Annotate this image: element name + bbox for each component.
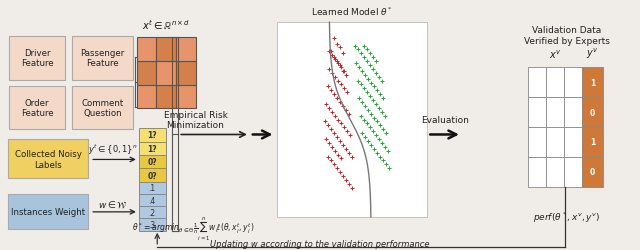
Text: Learned Model $\theta^*$: Learned Model $\theta^*$ — [310, 6, 392, 18]
Text: .4: .4 — [148, 196, 156, 205]
FancyBboxPatch shape — [9, 86, 65, 130]
Text: $y^t \in \{0,1\}^n$: $y^t \in \{0,1\}^n$ — [88, 142, 138, 156]
Bar — [582, 128, 604, 157]
Bar — [139, 182, 166, 194]
FancyBboxPatch shape — [72, 86, 133, 130]
Text: Empirical Risk
Minimization: Empirical Risk Minimization — [164, 110, 227, 130]
Text: 0: 0 — [590, 108, 595, 117]
Bar — [176, 85, 196, 109]
FancyBboxPatch shape — [8, 140, 88, 178]
Text: $x^v$: $x^v$ — [548, 48, 561, 60]
Text: .3: .3 — [148, 220, 156, 229]
Bar — [546, 68, 564, 98]
Bar — [582, 68, 604, 98]
Text: $\theta^* = argmin_{\theta \in \Theta} \frac{1}{n}\sum_{i=1}^{n} w_i \ell(\theta: $\theta^* = argmin_{\theta \in \Theta} \… — [132, 214, 255, 242]
Bar — [564, 98, 582, 128]
Text: 1?: 1? — [147, 144, 157, 153]
Bar — [156, 85, 176, 109]
Bar — [176, 38, 196, 62]
Text: 1?: 1? — [147, 131, 157, 140]
Bar — [139, 206, 166, 218]
Bar — [582, 157, 604, 187]
Text: $x^t \in \mathbb{R}^{n \times d}$: $x^t \in \mathbb{R}^{n \times d}$ — [142, 18, 190, 32]
Bar — [276, 23, 427, 217]
Text: .2: .2 — [148, 208, 156, 217]
Bar — [156, 62, 176, 85]
Bar — [176, 62, 196, 85]
Text: Passenger
Feature: Passenger Feature — [81, 49, 125, 68]
Text: Collected Noisy
Labels: Collected Noisy Labels — [15, 150, 82, 169]
Text: 1: 1 — [590, 78, 595, 87]
FancyBboxPatch shape — [72, 37, 133, 80]
Bar — [137, 62, 156, 85]
Bar — [528, 128, 546, 157]
Bar — [139, 156, 166, 169]
Bar — [139, 194, 166, 206]
Bar — [582, 98, 604, 128]
Text: $w \in \mathcal{W}$: $w \in \mathcal{W}$ — [99, 198, 128, 209]
Bar — [564, 68, 582, 98]
Bar — [528, 157, 546, 187]
Text: Instances Weight: Instances Weight — [12, 208, 85, 216]
Text: 0?: 0? — [147, 158, 157, 166]
Text: Updating w according to the validation performance: Updating w according to the validation p… — [211, 238, 430, 248]
Bar — [564, 157, 582, 187]
Bar — [528, 98, 546, 128]
Text: 1: 1 — [590, 138, 595, 147]
Text: $y^v$: $y^v$ — [586, 46, 599, 60]
Bar — [139, 218, 166, 231]
Bar — [137, 38, 156, 62]
Text: Validation Data
Verified by Experts: Validation Data Verified by Experts — [524, 26, 609, 46]
Text: .1: .1 — [148, 184, 156, 193]
Text: $perf(\theta^*, x^v, y^v)$: $perf(\theta^*, x^v, y^v)$ — [533, 210, 600, 224]
Bar — [564, 128, 582, 157]
Text: Driver
Feature: Driver Feature — [21, 49, 54, 68]
FancyBboxPatch shape — [8, 194, 88, 230]
FancyBboxPatch shape — [9, 37, 65, 80]
Bar — [546, 128, 564, 157]
Bar — [139, 169, 166, 182]
Bar — [139, 129, 166, 142]
Bar — [156, 38, 176, 62]
Bar — [528, 68, 546, 98]
Text: Evaluation: Evaluation — [420, 116, 468, 124]
Bar — [546, 98, 564, 128]
Text: Comment
Question: Comment Question — [81, 98, 124, 118]
Text: Order
Feature: Order Feature — [21, 98, 54, 118]
Bar — [139, 142, 166, 156]
Bar — [546, 157, 564, 187]
Bar — [137, 85, 156, 109]
Text: 0?: 0? — [147, 171, 157, 180]
Text: 0: 0 — [590, 168, 595, 177]
